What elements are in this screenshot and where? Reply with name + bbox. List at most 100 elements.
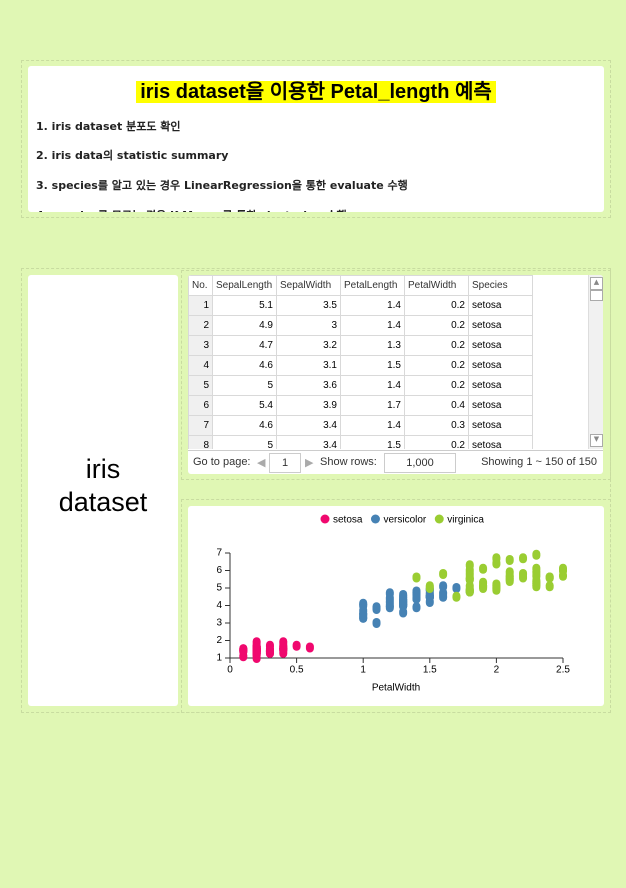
- table-cell: setosa: [468, 295, 533, 316]
- point: [412, 590, 421, 600]
- scrollbar[interactable]: ▲ ▼: [588, 275, 603, 449]
- table-cell: setosa: [468, 435, 533, 449]
- point: [412, 572, 421, 583]
- scroll-thumb[interactable]: [590, 290, 603, 301]
- table-panel: No. SepalLength SepalWidth PetalLength Petal…: [188, 275, 603, 474]
- point: [545, 572, 554, 583]
- table-cell: 1.7: [340, 395, 405, 416]
- table-cell: 3.1: [276, 355, 341, 376]
- y-tick-label: 6: [216, 565, 222, 576]
- rows-label: Show rows:: [320, 456, 377, 468]
- point: [505, 576, 514, 586]
- table-cell: 0.3: [404, 415, 469, 436]
- table-cell: 3.2: [276, 335, 341, 356]
- point: [439, 569, 448, 579]
- y-tick-label: 1: [216, 653, 222, 664]
- table-cell: setosa: [468, 335, 533, 356]
- point: [399, 598, 408, 609]
- point: [305, 642, 314, 653]
- point: [385, 597, 394, 607]
- point: [372, 604, 381, 614]
- point: [559, 563, 567, 574]
- x-axis-label: PetalWidth: [372, 683, 420, 694]
- y-tick-label: 4: [216, 600, 222, 611]
- table-cell: 3.4: [276, 415, 341, 436]
- table-row: 7 4.6 3.4 1.4 0.3 setosa: [188, 415, 533, 436]
- y-tick-label: 3: [216, 618, 222, 629]
- column-header: SepalWidth: [276, 275, 341, 296]
- table-cell: 3.6: [276, 375, 341, 396]
- table-cell: 6: [188, 395, 213, 416]
- table-cell: 5: [212, 375, 277, 396]
- data-table: No. SepalLength SepalWidth PetalLength Petal…: [188, 275, 533, 449]
- table-cell: 5.4: [212, 395, 277, 416]
- table-cell: 1: [188, 295, 213, 316]
- table-cell: 4.7: [212, 335, 277, 356]
- table-cell: 1.4: [340, 315, 405, 336]
- point: [359, 612, 368, 623]
- table-cell: 4.9: [212, 315, 277, 336]
- table-cell: 1.3: [340, 335, 405, 356]
- rows-select[interactable]: 1,000: [384, 453, 456, 473]
- column-header: No.: [188, 275, 213, 296]
- list-item: 2. iris data의 statistic summary: [36, 149, 229, 162]
- table-row: 6 5.4 3.9 1.7 0.4 setosa: [188, 395, 533, 416]
- point: [292, 640, 301, 651]
- header-row: No. SepalLength SepalWidth PetalLength Petal…: [188, 275, 533, 296]
- table-cell: 1.4: [340, 415, 405, 436]
- table-cell: 3.9: [276, 395, 341, 416]
- point: [465, 565, 474, 576]
- point: [412, 602, 421, 613]
- point: [279, 644, 288, 655]
- list-item: 1. iris dataset 분포도 확인: [36, 120, 181, 133]
- side-panel: iris dataset: [28, 275, 178, 706]
- table-cell: 1.5: [340, 435, 405, 449]
- goto-label: Go to page:: [193, 456, 251, 468]
- table-cell: 5: [212, 435, 277, 449]
- table-cell: 0.2: [404, 375, 469, 396]
- x-tick-label: 0: [227, 665, 233, 676]
- point: [532, 549, 541, 560]
- table-viewport: No. SepalLength SepalWidth PetalLength Petal…: [188, 275, 588, 449]
- table-cell: setosa: [468, 415, 533, 436]
- point: [439, 581, 448, 592]
- rows-value: 1,000: [406, 457, 434, 469]
- header-container: [21, 60, 611, 218]
- x-tick-label: 2: [494, 665, 500, 676]
- table-row: 5 5 3.6 1.4 0.2 setosa: [188, 375, 533, 396]
- point: [479, 583, 488, 593]
- side-label: iris dataset: [58, 454, 148, 517]
- table-cell: 0.2: [404, 315, 469, 336]
- column-header: PetalWidth: [404, 275, 469, 296]
- point: [359, 605, 368, 616]
- point: [559, 570, 567, 581]
- chart: PetalWidth 0 0.5 1 1.5 2 2.5 1 2 3 4 5 6 7 setosa vers…: [216, 514, 570, 694]
- scroll-down[interactable]: ▼: [590, 434, 603, 447]
- scroll-up[interactable]: ▲: [590, 277, 603, 290]
- header-title: iris dataset을 이용한 Petal_length 예측: [28, 75, 604, 104]
- chart-container: [181, 499, 611, 713]
- table-row: 2 4.9 3 1.4 0.2 setosa: [188, 315, 533, 336]
- point: [452, 583, 461, 593]
- point: [439, 591, 448, 602]
- y-tick-label: 5: [216, 583, 222, 594]
- column-header: Species: [468, 275, 533, 296]
- table-cell: 0.4: [404, 395, 469, 416]
- next-page[interactable]: ▶: [305, 457, 314, 469]
- prev-page[interactable]: ◀: [257, 457, 266, 469]
- legend-label: versicolor: [383, 515, 426, 526]
- table-cell: 4.6: [212, 415, 277, 436]
- legend-marker: [370, 514, 380, 524]
- table-cell: 4.6: [212, 355, 277, 376]
- point: [532, 576, 541, 586]
- point: [425, 581, 434, 592]
- x-tick-label: 1.5: [423, 665, 437, 676]
- column-header: PetalLength: [340, 275, 405, 296]
- page-input[interactable]: 1: [269, 453, 301, 473]
- table-cell: 2: [188, 315, 213, 336]
- point: [452, 591, 461, 602]
- x-tick-label: 1: [360, 665, 366, 676]
- table-cell: 5.1: [212, 295, 277, 316]
- point: [519, 553, 528, 564]
- point: [545, 581, 554, 592]
